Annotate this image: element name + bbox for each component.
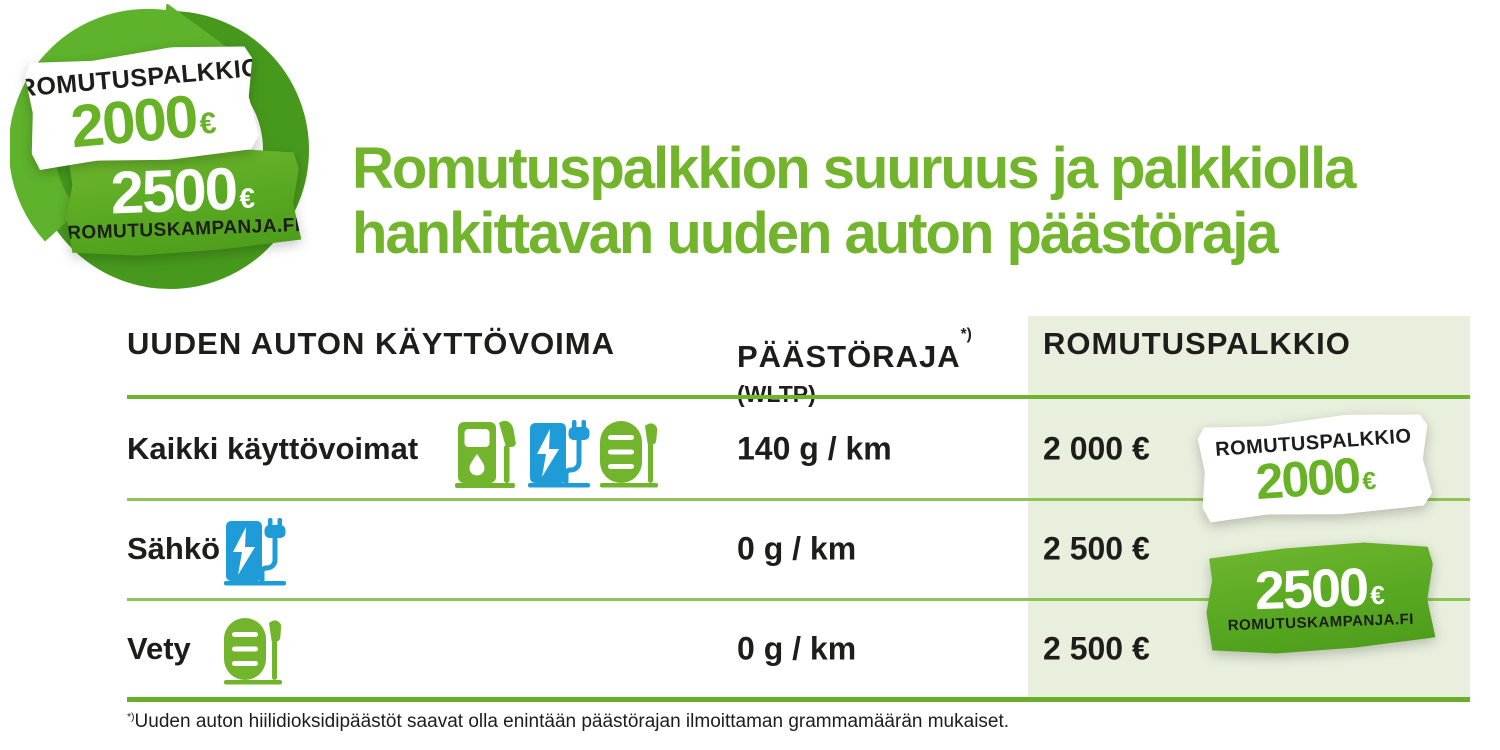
panel-badge-2000: ROMUTUSPALKKIO 2000 € — [1197, 409, 1433, 524]
euro-sign: € — [1361, 466, 1378, 496]
page-title: Romutuspalkkion suuruus ja palkkiolla ha… — [352, 136, 1356, 267]
amount-2500: 2500 — [109, 155, 238, 227]
romutuspalkkio-logo: 2500 € ROMUTUSKAMPANJA.FI ROMUTUSPALKKIO … — [10, 4, 322, 296]
logo-badge-2000: ROMUTUSPALKKIO 2000 € — [24, 40, 261, 171]
badge-amount: 2000 € — [69, 87, 218, 155]
bonus-value: 2 500 € — [1043, 530, 1150, 567]
amount-2000: 2000 — [68, 82, 199, 161]
bonus-value: 2 500 € — [1043, 630, 1150, 667]
badge-amount: 2500 € — [1254, 562, 1385, 616]
emission-value: 0 g / km — [737, 630, 857, 667]
bonus-value: 2 000 € — [1043, 430, 1150, 467]
hydrogen-tank-icon — [222, 617, 284, 685]
col-header-kayttovoima: UUDEN AUTON KÄYTTÖVOIMA — [127, 326, 615, 361]
fuel-label: Kaikki käyttövoimat — [127, 431, 419, 466]
footnote-marker: *) — [960, 326, 972, 343]
col-header-paastoraja: PÄÄSTÖRAJA*) (WLTP) — [737, 326, 972, 408]
amount-2500: 2500 — [1253, 557, 1369, 621]
panel-badge-2500: 2500 € ROMUTUSKAMPANJA.FI — [1204, 540, 1436, 656]
col-header-paastoraja-label: PÄÄSTÖRAJA — [737, 339, 961, 374]
header-divider — [127, 395, 1470, 399]
campaign-site-label: ROMUTUSKAMPANJA.FI — [66, 214, 301, 244]
row-divider — [127, 498, 1470, 501]
hydrogen-tank-icon — [598, 420, 660, 488]
row-divider — [127, 598, 1470, 601]
title-line2: hankittavan uuden auton päästöraja — [352, 200, 1279, 266]
col-header-romutuspalkkio: ROMUTUSPALKKIO — [1043, 326, 1351, 361]
table-row-vety: Vety 0 g / km 2 500 € — [127, 600, 1470, 698]
fuel-label: Vety — [127, 631, 191, 666]
euro-sign: € — [238, 182, 256, 214]
footnote: *)Uuden auton hiilidioksidipäästöt saava… — [127, 711, 1009, 733]
table-row-kaikki: Kaikki käyttövoimat 140 g / km 2 000 € — [127, 400, 1470, 498]
euro-sign: € — [198, 106, 218, 141]
emission-value: 0 g / km — [737, 530, 857, 567]
euro-sign: € — [1369, 580, 1386, 611]
badge-amount: 2500 € — [110, 161, 256, 221]
table-bottom-border — [127, 697, 1470, 702]
badge-amount: 2000 € — [1254, 451, 1377, 505]
fuel-pump-icon — [455, 420, 517, 488]
amount-2000: 2000 — [1253, 447, 1361, 511]
table-row-sahko: Sähkö 0 g / km 2 500 € — [127, 500, 1470, 598]
ev-charger-icon — [224, 518, 286, 586]
fuel-label: Sähkö — [127, 531, 221, 566]
footnote-marker: *) — [127, 712, 135, 723]
ev-charger-icon — [528, 420, 590, 488]
title-line1: Romutuspalkkion suuruus ja palkkiolla — [352, 136, 1356, 201]
logo-badge-2500: 2500 € ROMUTUSKAMPANJA.FI — [64, 146, 301, 258]
emission-value: 140 g / km — [737, 430, 892, 467]
wltp-note: (WLTP) — [737, 381, 816, 407]
footnote-text: Uuden auton hiilidioksidipäästöt saavat … — [134, 711, 1010, 732]
